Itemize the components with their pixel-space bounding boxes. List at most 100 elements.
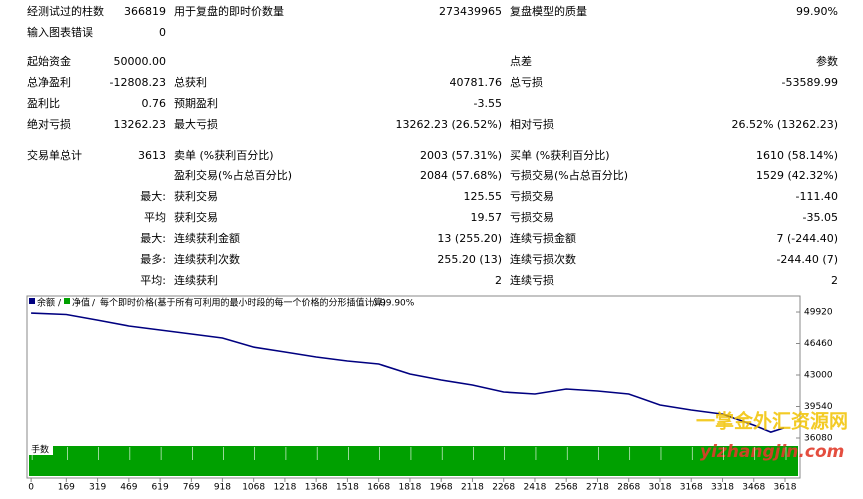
stat-label: 买单 (%获利百分比) <box>510 149 610 162</box>
x-tick-label: 2868 <box>617 483 640 493</box>
balance-legend-box <box>29 298 35 304</box>
watermark-site: yizhangjin.com <box>700 442 844 462</box>
y-tick-label: 49920 <box>804 308 833 318</box>
quality-label: 99.90% <box>380 299 415 309</box>
x-tick-label: 918 <box>214 483 231 493</box>
x-tick-label: 319 <box>89 483 106 493</box>
stat-label: 最大亏损 <box>174 117 218 131</box>
stat-label: 获利交易 <box>174 210 218 224</box>
stat-label: 绝对亏损 <box>27 117 71 131</box>
stat-label: 总净盈利 <box>27 75 71 89</box>
stat-label: 获利交易 <box>174 189 218 203</box>
x-tick-label: 3168 <box>680 483 703 493</box>
stat-label: 预期盈利 <box>174 97 218 110</box>
stat-label: 起始资金 <box>27 54 71 68</box>
stat-label: 总获利 <box>174 75 207 89</box>
stat-value: -35.05 <box>803 211 838 224</box>
stat-value: 13 (255.20) <box>437 232 502 245</box>
x-tick-label: 2118 <box>461 483 484 493</box>
x-tick-label: 1668 <box>367 483 390 493</box>
stat-label: 盈利交易(%占总百分比) <box>174 168 292 182</box>
stat-label: 相对亏损 <box>510 117 554 131</box>
x-tick-label: 1818 <box>398 483 421 493</box>
x-tick-label: 2718 <box>586 483 609 493</box>
stat-label: 最大: <box>140 231 166 245</box>
stat-label: 交易单总计 <box>27 148 82 162</box>
stat-value: 0.76 <box>142 97 167 110</box>
separator: / <box>92 299 96 309</box>
stat-label: 连续亏损 <box>510 273 554 287</box>
stat-value: -244.40 (7) <box>776 253 838 266</box>
stat-label: 最多: <box>140 252 166 266</box>
x-tick-label: 2418 <box>524 483 547 493</box>
stat-value: 3613 <box>138 149 166 162</box>
watermark-title: 一掌金外汇资源网 <box>696 410 848 433</box>
stat-label: 亏损交易 <box>510 210 554 224</box>
x-tick-label: 3018 <box>649 483 672 493</box>
stat-value: 13262.23 <box>114 118 167 131</box>
stat-label: 卖单 (%获利百分比) <box>174 149 274 162</box>
y-tick-label: 36080 <box>804 433 833 443</box>
stat-value: -53589.99 <box>782 76 838 89</box>
stat-value: 125.55 <box>464 190 503 203</box>
stat-label: 最大: <box>140 189 166 203</box>
stat-value: 2 <box>495 274 502 287</box>
stat-value: 366819 <box>124 5 166 18</box>
stat-value: 50000.00 <box>114 55 167 68</box>
x-tick-label: 3318 <box>711 483 734 493</box>
x-tick-label: 1218 <box>273 483 296 493</box>
stat-value: 1529 (42.32%) <box>756 169 838 182</box>
x-tick-label: 169 <box>58 483 75 493</box>
stat-value: 13262.23 (26.52%) <box>395 118 502 131</box>
x-tick-label: 1368 <box>305 483 328 493</box>
equity-legend-box <box>64 298 70 304</box>
balance-line <box>31 312 785 433</box>
stat-label: 用于复盘的即时价数量 <box>174 4 284 18</box>
x-tick-label: 3618 <box>774 483 797 493</box>
stat-value: 99.90% <box>796 5 838 18</box>
balance-legend: 余额 <box>37 297 55 309</box>
stat-value: 273439965 <box>439 5 502 18</box>
stat-label: 亏损交易 <box>510 189 554 203</box>
stat-value: -3.55 <box>474 97 502 110</box>
stat-label: 平均: <box>140 274 166 287</box>
x-tick-label: 0 <box>28 483 34 493</box>
stat-value: 参数 <box>816 54 838 68</box>
stat-value: 2 <box>831 274 838 287</box>
stat-value: 2003 (57.31%) <box>420 149 502 162</box>
x-tick-label: 1518 <box>336 483 359 493</box>
stat-label: 平均 <box>144 211 166 224</box>
stat-value: 2084 (57.68%) <box>420 169 502 182</box>
separator: / <box>58 299 62 309</box>
stat-label: 总亏损 <box>510 75 543 89</box>
y-tick-label: 39540 <box>804 402 833 412</box>
x-tick-label: 1968 <box>430 483 453 493</box>
stat-value: 1610 (58.14%) <box>756 149 838 162</box>
x-tick-label: 469 <box>120 483 137 493</box>
stat-label: 连续获利次数 <box>174 252 240 266</box>
stat-value: 0 <box>159 26 166 39</box>
stat-label: 经测试过的柱数 <box>27 4 104 18</box>
x-tick-label: 1068 <box>242 483 265 493</box>
volume-panel <box>29 446 798 476</box>
stat-label: 连续亏损次数 <box>510 252 576 266</box>
stat-label: 点差 <box>510 54 532 68</box>
stat-value: -111.40 <box>796 190 838 203</box>
stat-label: 连续获利金额 <box>174 231 240 245</box>
x-tick-label: 769 <box>183 483 200 493</box>
stat-label: 亏损交易(%占总百分比) <box>510 168 628 182</box>
stat-value: 7 (-244.40) <box>776 232 838 245</box>
volume-label: 手数 <box>31 444 49 456</box>
x-tick-label: 2268 <box>492 483 515 493</box>
stat-value: 26.52% (13262.23) <box>731 118 838 131</box>
x-tick-label: 3468 <box>742 483 765 493</box>
x-tick-label: 2568 <box>555 483 578 493</box>
y-tick-label: 46460 <box>804 339 833 349</box>
stat-label: 盈利比 <box>27 97 60 110</box>
separator: / <box>372 299 376 309</box>
equity-legend: 净值 <box>72 297 90 309</box>
stat-label: 连续亏损金额 <box>510 231 576 245</box>
x-tick-label: 619 <box>152 483 169 493</box>
y-tick-label: 43000 <box>804 371 833 381</box>
